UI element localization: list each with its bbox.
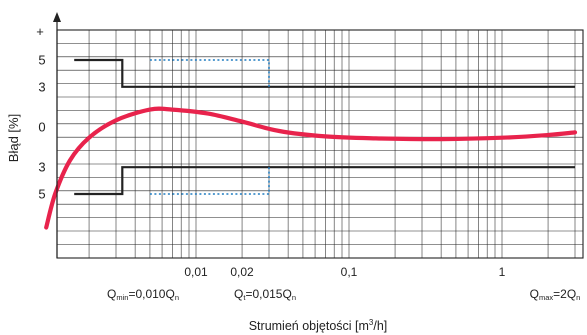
y-plus-marker: + xyxy=(36,24,44,39)
y-axis-title: Błąd [%] xyxy=(6,114,21,162)
axes: + xyxy=(36,12,61,258)
error-limit-lines xyxy=(74,58,575,196)
series-layer xyxy=(44,106,578,230)
x-axis-title: Strumień objętości [m3/h] xyxy=(249,318,388,333)
y-axis-arrow-icon xyxy=(53,12,61,22)
y-tick-label: 5 xyxy=(38,53,45,68)
y-tick-label: 3 xyxy=(38,160,45,175)
flow-point-labels: Qmin=0,010Qn Qt=0,015Qn Qmax=2Qn xyxy=(107,287,580,302)
x-tick-label: 1 xyxy=(499,265,506,279)
error-limit-upper xyxy=(74,58,575,88)
flow-label-qmin: Qmin=0,010Qn xyxy=(107,287,179,302)
plot-border xyxy=(56,29,584,259)
x-tick-label: 0,1 xyxy=(341,265,358,279)
y-tick-label: 3 xyxy=(38,79,45,94)
flow-label-qmax: Qmax=2Qn xyxy=(530,287,581,302)
x-tick-labels: 0,01 0,02 0,1 1 xyxy=(184,265,505,279)
y-tick-labels: 5 3 0 3 5 xyxy=(38,53,45,202)
flow-label-qt: Qt=0,015Qn xyxy=(234,287,296,302)
x-tick-label: 0,01 xyxy=(184,265,208,279)
y-tick-label: 0 xyxy=(38,120,45,135)
error-curve-series-0 xyxy=(44,106,578,230)
error-limit-lower xyxy=(74,166,575,196)
x-tick-label: 0,02 xyxy=(230,265,254,279)
dotted-limit-upper xyxy=(149,59,270,87)
grid xyxy=(57,30,583,258)
y-tick-label: 5 xyxy=(38,187,45,202)
plot-frame xyxy=(56,29,584,259)
dotted-limit-lines xyxy=(149,59,270,195)
dotted-limit-lower xyxy=(149,167,270,195)
